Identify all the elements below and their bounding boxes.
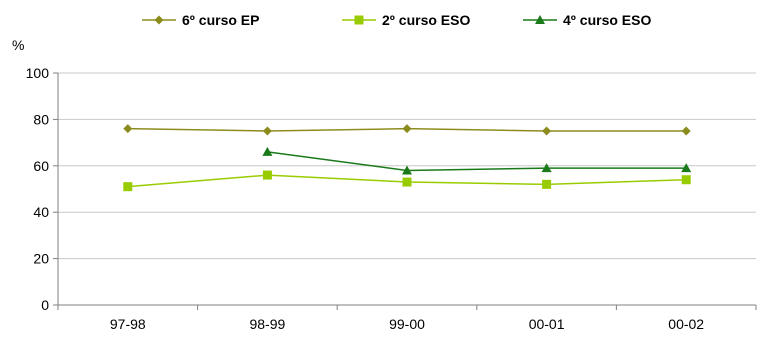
y-tick-label: 20 xyxy=(33,251,49,267)
data-point xyxy=(123,182,133,192)
data-point xyxy=(681,163,692,173)
series-layer xyxy=(123,124,692,192)
x-tick-label: 99-00 xyxy=(389,316,425,332)
x-tick-label: 00-02 xyxy=(668,316,704,332)
data-point xyxy=(541,163,552,173)
x-tick-label: 00-01 xyxy=(529,316,565,332)
data-point xyxy=(123,124,133,134)
data-point xyxy=(681,126,691,136)
y-axis-ticks: 0 20 40 60 80 100 xyxy=(26,65,58,313)
y-tick-label: 40 xyxy=(33,204,49,220)
data-point xyxy=(542,179,552,189)
legend-marker xyxy=(354,15,364,25)
legend-label: 6º curso EP xyxy=(182,12,259,28)
legend: 6º curso EP 2º curso ESO 4º curso ESO xyxy=(142,12,651,28)
legend-item: 2º curso ESO xyxy=(342,12,470,28)
data-point xyxy=(402,124,412,134)
data-point xyxy=(402,177,412,187)
legend-label: 2º curso ESO xyxy=(382,12,470,28)
legend-item: 4º curso ESO xyxy=(523,12,651,28)
series-1 xyxy=(123,124,691,136)
series-line xyxy=(267,151,687,172)
y-tick-label: 60 xyxy=(33,158,49,174)
data-point xyxy=(542,126,552,136)
legend-marker xyxy=(535,15,545,24)
legend-marker xyxy=(154,15,164,25)
legend-item: 6º curso EP xyxy=(142,12,259,28)
y-axis-unit-label: % xyxy=(12,37,24,53)
y-tick-label: 0 xyxy=(41,297,49,313)
x-tick-label: 98-99 xyxy=(249,316,285,332)
data-point xyxy=(681,175,691,185)
data-point xyxy=(262,146,273,156)
x-tick-label: 97-98 xyxy=(110,316,146,332)
y-tick-label: 100 xyxy=(26,65,50,81)
series-2 xyxy=(123,170,691,192)
data-point xyxy=(262,170,272,180)
data-point xyxy=(262,126,272,136)
series-3 xyxy=(262,146,692,175)
y-tick-label: 80 xyxy=(33,111,49,127)
legend-label: 4º curso ESO xyxy=(563,12,651,28)
axes xyxy=(57,73,756,306)
data-point xyxy=(402,165,412,175)
x-axis-ticks: 97-98 98-99 99-00 00-01 00-02 xyxy=(57,305,757,332)
